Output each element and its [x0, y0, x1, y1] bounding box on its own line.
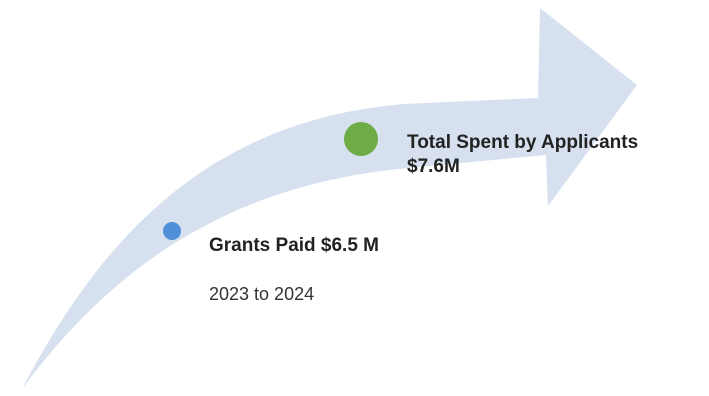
total-spent-marker-icon	[344, 122, 378, 156]
total-spent-amount: $7.6M	[407, 156, 460, 177]
grants-paid-title: Grants Paid $6.5 M	[209, 235, 380, 256]
curved-arrow	[22, 8, 637, 389]
grants-paid-marker-icon	[163, 222, 181, 240]
total-spent-label: Total Spent by Applicants $7.6M	[407, 131, 638, 179]
total-spent-title: Total Spent by Applicants	[407, 132, 639, 153]
grants-period-label: 2023 to 2024	[209, 284, 315, 304]
